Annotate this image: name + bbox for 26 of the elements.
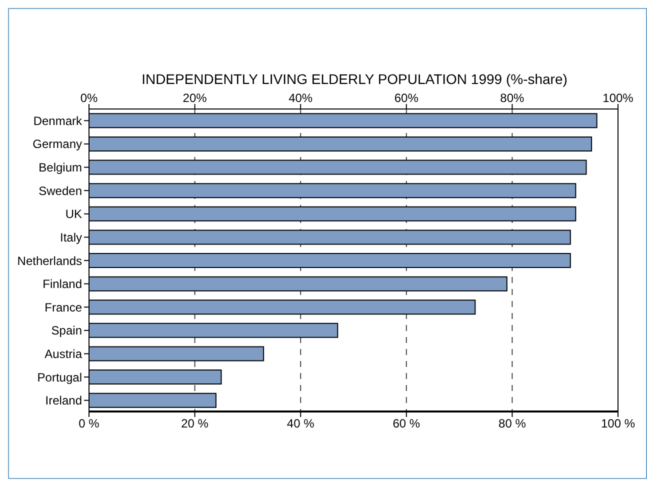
y-tick-label: Portugal (37, 370, 82, 384)
y-tick-label: France (44, 300, 82, 314)
x2-tick-label: 80 % (498, 416, 526, 431)
x-tick-label: 0% (80, 91, 98, 105)
x-tick-label: 40% (288, 91, 313, 105)
y-tick-label: Italy (60, 230, 82, 244)
x-tick-label: 60% (394, 91, 419, 105)
x2-tick-label: 20 % (181, 416, 209, 431)
x-tick-label: 80% (500, 91, 525, 105)
chart-title: INDEPENDENTLY LIVING ELDERLY POPULATION 1999 (%-share) (140, 71, 568, 87)
y-tick-label: Sweden (38, 184, 82, 198)
y-tick-label: Netherlands (17, 254, 82, 268)
y-tick-label: Germany (32, 137, 82, 152)
y-tick-label: Belgium (38, 160, 82, 175)
x-tick-label: 100% (602, 91, 634, 105)
y-tick-label: Spain (51, 324, 82, 338)
y-tick-label: UK (65, 207, 82, 222)
y-tick-label: Ireland (45, 394, 82, 408)
y-tick-label: Austria (44, 346, 82, 361)
y-tick-label: Denmark (33, 114, 83, 128)
x2-tick-label: 40 % (286, 416, 315, 431)
x2-tick-label: 60 % (392, 416, 420, 431)
x2-tick-label: 100 % (600, 416, 636, 431)
y-tick-label: Finland (42, 277, 82, 292)
x-tick-label: 20% (182, 91, 208, 105)
x2-tick-label: 0 % (78, 416, 100, 431)
